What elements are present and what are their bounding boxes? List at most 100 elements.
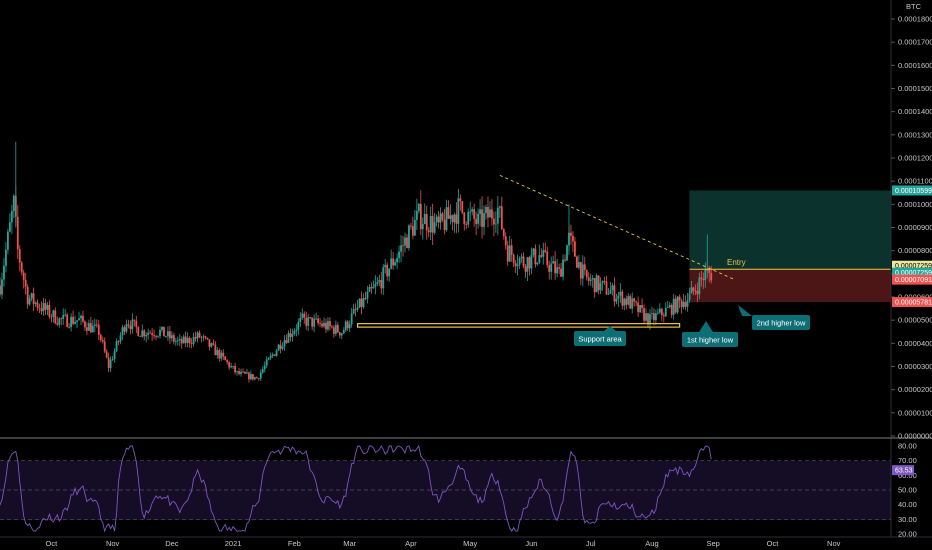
candle-body [253,377,256,380]
candle-body [80,315,82,319]
candle-body [605,281,608,295]
candle-body [396,258,398,263]
candle-body [625,298,628,305]
candle-body [46,304,49,310]
candle-body [234,366,236,373]
candle-body [412,226,414,236]
support-area-box [356,323,681,328]
candle-body [649,314,651,325]
time-tick-label: Mar [343,539,356,548]
price-tags: 0.000105990.000072590.000072590.00007091… [892,185,932,308]
rsi-axis[interactable]: 80.00 70.00 60.00 50.00 40.00 30.00 20.00 63.53 [892,442,917,539]
candle-body [619,291,622,296]
candle-body [408,225,410,249]
candle-body [514,262,517,267]
callout-support-area[interactable]: Support area [574,326,626,346]
candle-body [206,337,209,340]
candle-body [70,316,73,328]
candle-body [382,267,385,289]
candle-body [190,343,193,345]
candle-body [530,254,533,269]
candle-body [309,317,312,319]
rsi-tick-label: 50.00 [898,486,917,495]
time-axis[interactable]: Oct Nov Dec 2021 Feb Mar Apr May Jun Jul Aug Sep Oct… [46,539,841,548]
candle-body [447,207,450,219]
candle-body [263,365,266,370]
callout-second-higher-low[interactable]: 2nd higher low [738,305,810,330]
candle-body [672,298,675,315]
candle-body [528,257,531,269]
candle-body [581,264,584,279]
candle-body [542,250,545,257]
candle-body [362,298,365,307]
candle-body [445,207,448,231]
candle-body [91,325,94,333]
candle-body [283,340,286,347]
candle-body [52,310,55,317]
callout-support-text: Support area [578,335,622,344]
rsi-tick-label: 40.00 [898,500,917,509]
candle-body [410,225,412,227]
candle-body [271,354,274,356]
callout-first-higher-low[interactable]: 1st higher low [682,321,738,347]
candle-body [544,250,547,252]
candle-body [119,335,122,342]
candle-body [631,298,634,309]
candle-body [656,312,659,314]
candle-body [26,286,29,305]
target-zone [689,190,891,270]
candle-body [423,213,426,225]
price-tag-box [892,185,932,196]
candle-body [465,224,468,225]
candle-body [481,209,483,227]
candle-body [364,298,367,299]
time-tick-label: Oct [767,539,780,548]
candle-body [305,317,308,326]
candle-body [433,222,436,233]
candle-body [615,298,618,302]
candle-body [315,318,317,320]
candle-body [564,259,566,261]
candle-body [255,377,258,379]
candle-body [374,284,377,287]
candle-body [261,369,264,373]
candle-body [180,339,183,344]
candle-body [425,213,428,231]
candle-body [145,334,148,337]
candle-body [575,256,578,268]
candle-body [388,268,391,277]
candle-body [89,323,92,333]
candle-body [354,309,357,310]
candle-body [329,321,331,327]
candle-body [299,317,302,322]
candle-body [194,336,197,339]
candle-body [111,359,114,361]
candle-body [76,320,78,322]
candle-body [406,237,408,249]
candle-body [135,320,138,328]
candle-body [192,336,195,344]
candle-body [469,211,472,213]
rsi-band [0,461,891,520]
candle-body [678,296,681,301]
candle-body [502,229,505,237]
time-tick-label: Nov [827,539,841,548]
candle-body [127,324,130,326]
candle-body [400,245,402,252]
candle-body [38,307,41,309]
candle-body [639,305,641,313]
candle-body [200,337,203,338]
candle-body [504,236,507,246]
candle-body [218,349,221,359]
candle-body [178,339,181,341]
candle-body [220,352,223,359]
candle-body [694,290,697,292]
candle-body [556,267,559,274]
candle-body [107,357,110,369]
candle-body [125,324,128,332]
candle-body [538,255,541,263]
